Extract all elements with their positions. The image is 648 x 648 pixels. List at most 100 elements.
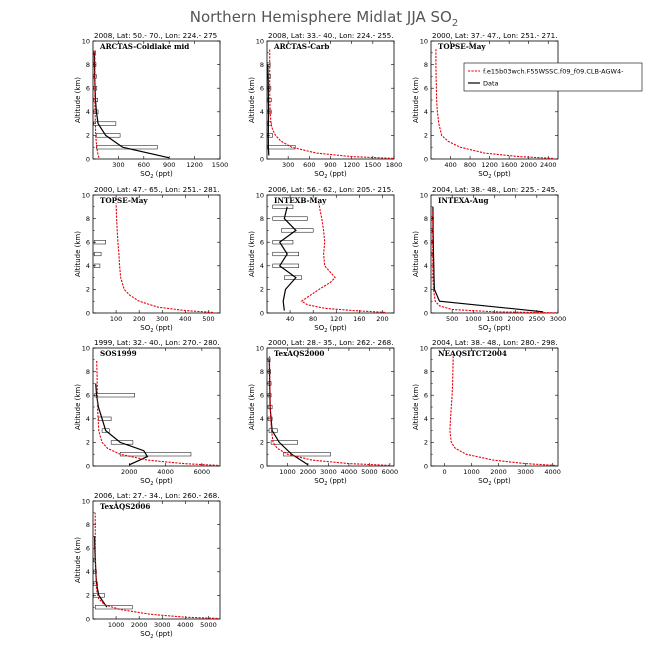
y-tick-label: 10 [420, 37, 428, 45]
model-series-line [435, 49, 554, 159]
x-tick-label: 2000 [121, 468, 138, 476]
y-axis-title: Altitude (km) [412, 384, 420, 430]
x-axis-title-unit: (ppt) [153, 477, 173, 485]
y-tick-label: 2 [424, 132, 428, 140]
x-axis-title-main: SO [140, 630, 150, 638]
y-tick-label: 8 [86, 215, 90, 223]
panel-grid: 2008, Lat: 50.- 70., Lon: 224.- 275 ARCTA… [74, 31, 643, 640]
panel-header: 2000, Lat: 28.- 35., Lon: 262.- 268. [268, 338, 394, 347]
model-series-line [115, 203, 214, 313]
x-tick-label: 400 [444, 161, 456, 169]
data-range-box [119, 452, 192, 457]
x-tick-label: 1500 [212, 161, 229, 169]
x-tick-label: 0 [442, 468, 446, 476]
x-tick-label: 1800 [386, 161, 403, 169]
x-tick-label: 1600 [501, 161, 518, 169]
data-range-box [272, 204, 294, 209]
x-tick-label: 300 [112, 161, 124, 169]
x-tick-label: 600 [303, 161, 315, 169]
y-tick-label: 10 [420, 191, 428, 199]
y-tick-label: 8 [424, 61, 428, 69]
x-axis-title-unit: (ppt) [153, 324, 173, 332]
data-series-line [278, 206, 297, 311]
chart-panel-6: 2004, Lat: 38.- 48., Lon: 225.- 245. INTE… [412, 185, 566, 334]
chart-panel-9: 2004, Lat: 38.- 48., Lon: 280.- 298. NEAQ… [412, 338, 561, 487]
x-tick-label: 900 [324, 161, 336, 169]
x-tick-label: 1000 [108, 621, 125, 629]
y-tick-label: 2 [86, 286, 90, 294]
x-tick-label: 1500 [486, 315, 503, 323]
x-tick-label: 40 [286, 315, 294, 323]
x-axis-title-main: SO [478, 477, 488, 485]
chart-panel-5: 2006, Lat: 56.- 62., Lon: 205.- 215. INTE… [248, 185, 395, 334]
legend-box [463, 62, 643, 92]
chart-panel-3: 2000, Lat: 37.- 47., Lon: 251.- 271. TOPS… [412, 31, 643, 180]
y-tick-label: 10 [420, 344, 428, 352]
panel-header: 2000, Lat: 47.- 65., Lon: 251.- 281. [94, 185, 220, 194]
y-axis-title: Altitude (km) [248, 384, 256, 430]
campaign-label: SOS1999 [100, 349, 137, 358]
x-axis-title-main: SO [140, 324, 150, 332]
data-series-line [93, 52, 170, 159]
y-tick-label: 2 [260, 439, 264, 447]
x-axis-title-main: SO [478, 170, 488, 178]
data-range-box [267, 86, 272, 91]
data-range-box [98, 416, 112, 421]
y-tick-label: 0 [260, 155, 264, 163]
x-tick-label: 1500 [365, 161, 382, 169]
x-axis-title-sub: 2 [150, 174, 153, 180]
x-tick-label: 500 [446, 315, 458, 323]
y-tick-label: 6 [260, 239, 264, 247]
panel-header: 2004, Lat: 38.- 48., Lon: 280.- 298. [432, 338, 558, 347]
data-range-box [281, 228, 314, 233]
y-tick-label: 6 [86, 239, 90, 247]
data-range-box [93, 569, 97, 574]
x-tick-label: 6000 [194, 468, 211, 476]
x-axis-title-main: SO [478, 324, 488, 332]
y-tick-label: 8 [86, 521, 90, 529]
y-tick-label: 2 [86, 439, 90, 447]
y-tick-label: 10 [82, 191, 90, 199]
data-range-box [267, 74, 271, 79]
y-tick-label: 2 [260, 286, 264, 294]
data-series-line [268, 359, 309, 466]
x-tick-label: 400 [179, 315, 191, 323]
plot-frame [92, 40, 221, 160]
data-range-box [283, 452, 331, 457]
x-tick-label: 100 [110, 315, 122, 323]
x-axis-title-unit: (ppt) [153, 630, 173, 638]
y-tick-label: 2 [260, 132, 264, 140]
y-tick-label: 6 [424, 85, 428, 93]
y-axis-title: Altitude (km) [74, 231, 82, 277]
y-axis-title: Altitude (km) [74, 384, 82, 430]
x-tick-label: 1000 [463, 468, 480, 476]
x-axis-title-sub: 2 [324, 328, 327, 334]
x-tick-label: 900 [163, 161, 175, 169]
x-tick-label: 4000 [157, 468, 174, 476]
x-tick-label: 120 [330, 315, 342, 323]
panel-header: 2006, Lat: 56.- 62., Lon: 205.- 215. [268, 185, 394, 194]
y-tick-label: 10 [82, 344, 90, 352]
x-axis-title-sub: 2 [324, 481, 327, 487]
x-tick-label: 600 [138, 161, 150, 169]
x-tick-label: 2000 [300, 468, 317, 476]
x-tick-label: 1000 [279, 468, 296, 476]
x-tick-label: 2500 [529, 315, 546, 323]
x-axis-title: SO2 (ppt) [478, 324, 511, 334]
plot-frame [430, 347, 559, 467]
x-tick-label: 4000 [341, 468, 358, 476]
x-axis-title-unit: (ppt) [491, 324, 511, 332]
x-tick-label: 1200 [481, 161, 498, 169]
x-tick-label: 4000 [177, 621, 194, 629]
x-axis-title-unit: (ppt) [153, 170, 173, 178]
y-tick-label: 8 [260, 61, 264, 69]
x-tick-label: 2000 [507, 315, 524, 323]
x-tick-label: 4000 [544, 468, 561, 476]
y-axis-title: Altitude (km) [412, 77, 420, 123]
legend-data-label: Data [483, 80, 499, 88]
y-tick-label: 10 [82, 37, 90, 45]
x-tick-label: 2400 [540, 161, 557, 169]
y-tick-label: 6 [424, 392, 428, 400]
y-tick-label: 0 [260, 462, 264, 470]
